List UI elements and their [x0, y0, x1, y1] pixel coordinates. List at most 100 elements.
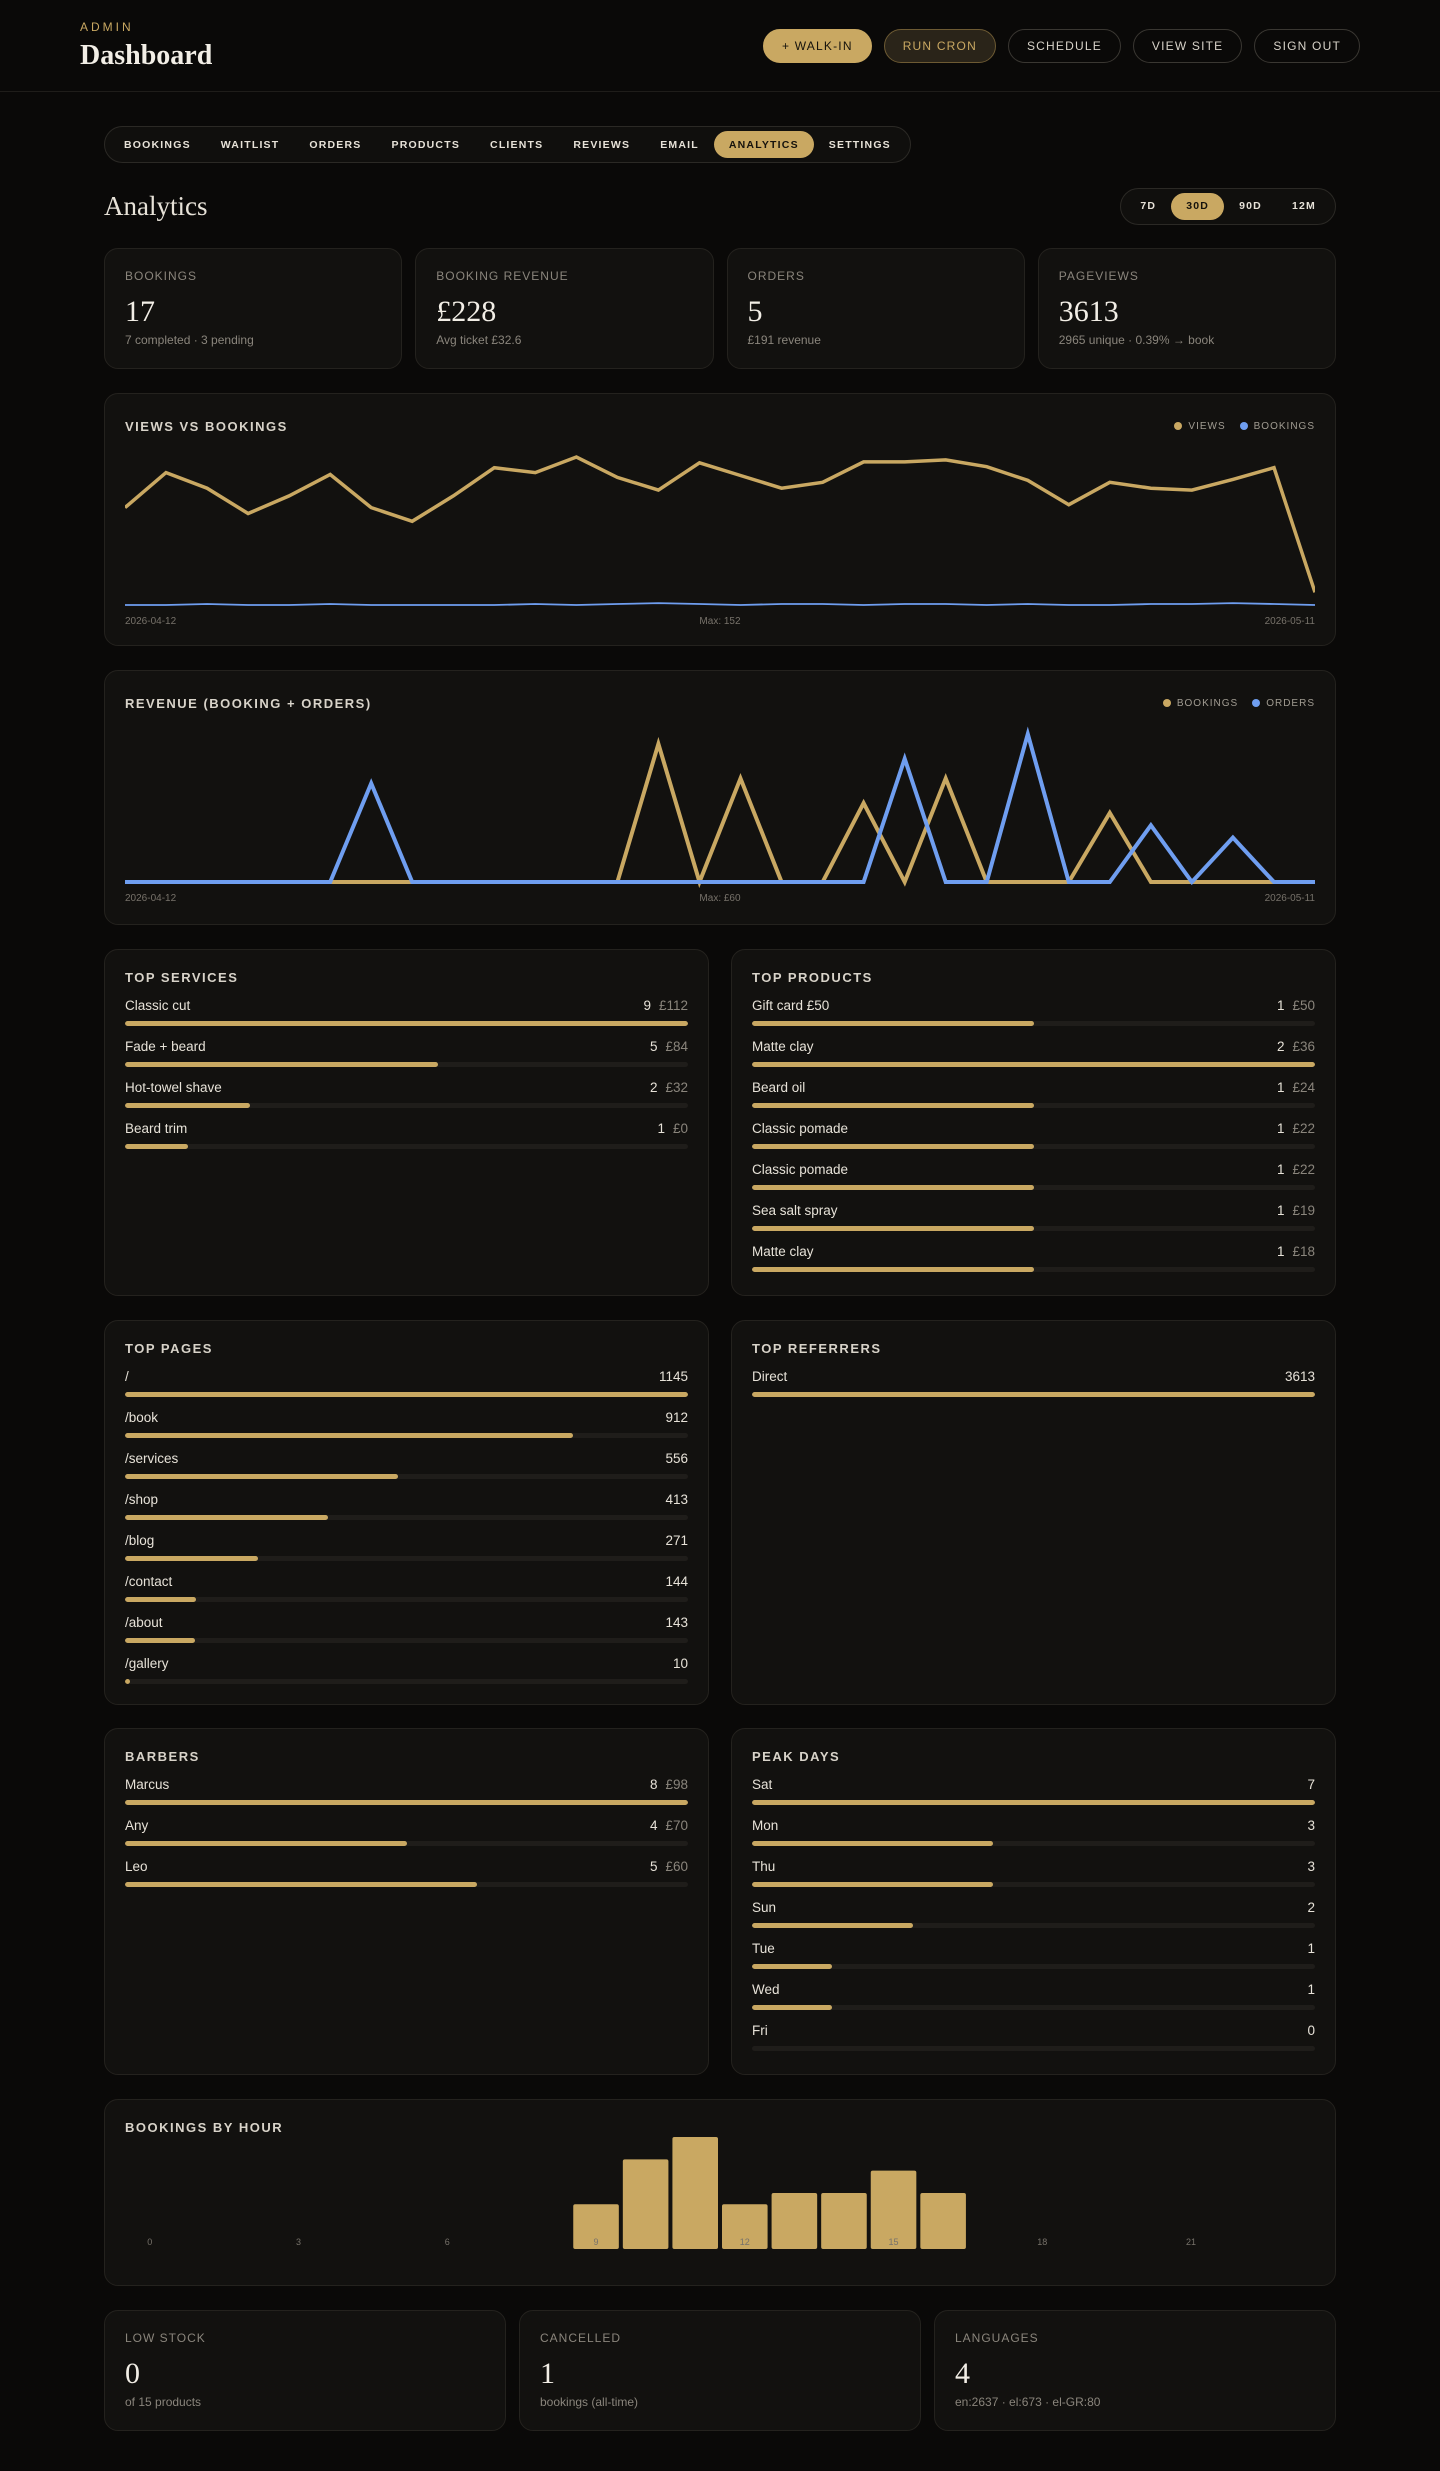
tab[interactable]: ORDERS: [309, 138, 362, 151]
legend-item: ORDERS: [1252, 698, 1315, 709]
row-text: Sea salt spray 1 £19: [752, 1203, 1315, 1218]
row-count: 1: [657, 1121, 665, 1136]
row-amount: £32: [665, 1080, 688, 1095]
stat-label: LANGUAGES: [955, 2331, 1039, 2345]
row-count: 10: [672, 1656, 688, 1671]
bar-track: [125, 1597, 688, 1602]
list-row: Classic pomade 1 £22: [752, 1121, 1315, 1149]
hour-tick: 15: [889, 2237, 899, 2247]
row-amount: £24: [1292, 1080, 1315, 1095]
row-values: 1 £24: [1277, 1080, 1315, 1095]
bar-track: [125, 1679, 688, 1684]
row-values: 912: [665, 1410, 688, 1425]
bar-track: [752, 1021, 1315, 1026]
tab[interactable]: EMAIL: [660, 138, 699, 151]
range-option[interactable]: 90D: [1239, 200, 1262, 212]
bar-fill: [752, 1800, 1315, 1805]
tab[interactable]: SETTINGS: [828, 138, 891, 151]
bar-fill: [752, 1841, 994, 1846]
bar-track: [752, 1882, 1315, 1887]
max-label: Max: £60: [699, 893, 741, 904]
row-count: 413: [665, 1492, 688, 1507]
bar-fill: [752, 1964, 833, 1969]
stat-label: PAGEVIEWS: [1058, 269, 1139, 283]
legend-label: BOOKINGS: [1176, 697, 1239, 709]
action-button[interactable]: RUN CRON: [883, 28, 996, 63]
action-button[interactable]: SCHEDULE: [1007, 28, 1121, 63]
row-values: 143: [665, 1615, 688, 1630]
row-text: Thu 3: [752, 1859, 1315, 1874]
range-option[interactable]: 7D: [1140, 200, 1157, 212]
card-title: TOP PRODUCTS: [752, 970, 873, 985]
bar-track: [752, 1144, 1315, 1149]
row-amount: £18: [1292, 1244, 1315, 1259]
tab[interactable]: CLIENTS: [490, 138, 544, 151]
bar-track: [752, 2046, 1315, 2051]
row-values: 1: [1307, 1941, 1315, 1956]
row-text: Wed 1: [752, 1982, 1315, 1997]
row-values: 3613: [1285, 1369, 1315, 1384]
row-values: 9 £112: [643, 998, 688, 1013]
row-amount: £70: [665, 1818, 688, 1833]
chart-header: VIEWS VS BOOKINGS VIEWS BOOKINGS: [125, 414, 1315, 438]
list-row: Beard trim 1 £0: [125, 1121, 688, 1149]
tab[interactable]: PRODUCTS: [391, 138, 461, 151]
row-values: 1 £19: [1277, 1203, 1315, 1218]
action-button[interactable]: + WALK-IN: [762, 28, 872, 63]
row-values: 5 £84: [650, 1039, 688, 1054]
row-amount: £84: [665, 1039, 688, 1054]
row-values: 10: [673, 1656, 688, 1671]
row-name: Thu: [752, 1859, 776, 1874]
row-name: Beard oil: [752, 1080, 806, 1095]
tab[interactable]: REVIEWS: [573, 138, 631, 151]
chart-card: VIEWS VS BOOKINGS VIEWS BOOKINGS 2026-04-12…: [104, 393, 1336, 646]
range-option[interactable]: 12M: [1291, 200, 1316, 212]
list-row: Hot-towel shave 2 £32: [125, 1080, 688, 1108]
bar-fill: [752, 1226, 1034, 1231]
row-name: Sea salt spray: [752, 1203, 838, 1218]
bar-fill: [125, 1882, 477, 1887]
row-name: Sun: [752, 1900, 777, 1915]
action-button[interactable]: VIEW SITE: [1132, 28, 1243, 63]
list-row: Any 4 £70: [125, 1818, 688, 1846]
bar-fill: [752, 1882, 994, 1887]
row-text: Marcus 8 £98: [125, 1777, 688, 1792]
hour-bar: [771, 2193, 818, 2249]
row-text: Hot-towel shave 2 £32: [125, 1080, 688, 1095]
end-date: 2026-05-11: [1265, 616, 1315, 627]
stat-value: 4: [955, 2357, 970, 2390]
list-row: /book 912: [125, 1410, 688, 1438]
hour-tick: 18: [1037, 2237, 1047, 2247]
row-values: 556: [665, 1451, 688, 1466]
bar-fill: [752, 1103, 1034, 1108]
bar-fill: [125, 1515, 329, 1520]
action-button[interactable]: SIGN OUT: [1254, 28, 1360, 63]
row-count: 4: [649, 1818, 658, 1833]
bar-track: [125, 1392, 688, 1397]
row-amount: £36: [1292, 1039, 1315, 1054]
bar-track: [752, 1185, 1315, 1190]
hour-bar: [573, 2204, 619, 2249]
row-text: Sun 2: [752, 1900, 1315, 1915]
row-count: 5: [649, 1859, 658, 1874]
tab[interactable]: ANALYTICS: [713, 131, 814, 158]
range-option[interactable]: 30D: [1171, 192, 1225, 220]
tab[interactable]: WAITLIST: [220, 138, 280, 151]
bar-track: [125, 1638, 688, 1643]
list-card: BARBERS Marcus 8 £98 Any 4 £70 Leo 5 £60: [104, 1728, 709, 2075]
row-values: 1 £18: [1277, 1244, 1315, 1259]
row-amount: £50: [1292, 998, 1315, 1013]
list-row: Matte clay 2 £36: [752, 1039, 1315, 1067]
row-amount: £0: [672, 1121, 688, 1136]
row-count: 1145: [658, 1369, 688, 1384]
bar-fill: [125, 1062, 438, 1067]
range-switch: 7D 30D 90D 12M: [1120, 187, 1336, 225]
list-row: /blog 271: [125, 1533, 688, 1561]
bar-track: [752, 1062, 1315, 1067]
tab[interactable]: BOOKINGS: [124, 138, 191, 151]
row-name: /gallery: [125, 1656, 169, 1671]
row-amount: £22: [1292, 1121, 1315, 1136]
row-text: Any 4 £70: [125, 1818, 688, 1833]
row-count: 2: [1307, 1900, 1315, 1915]
row-name: Any: [125, 1818, 149, 1833]
